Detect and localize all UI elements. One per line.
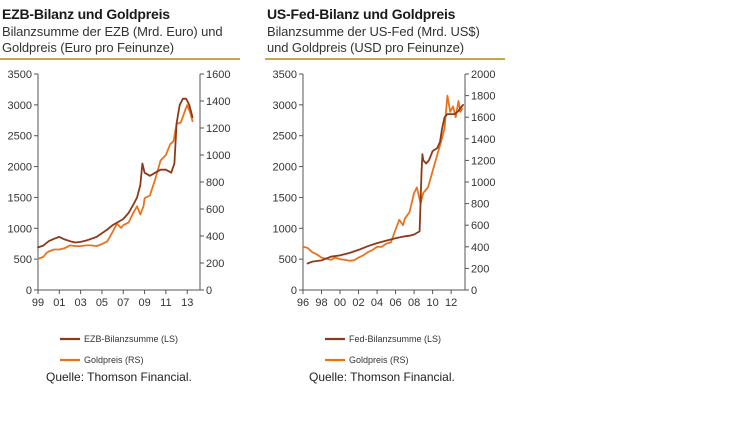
y-left-tick-label: 1000: [8, 223, 32, 235]
y-left-tick-label: 2000: [273, 162, 297, 174]
x-tick-label: 98: [315, 297, 327, 309]
y-left-tick-label: 3500: [273, 69, 297, 81]
y-right-tick-label: 600: [471, 220, 489, 232]
legend-label: Fed-Bilanzsumme (LS): [349, 334, 441, 344]
x-tick-label: 11: [160, 297, 171, 309]
x-tick-label: 99: [32, 297, 44, 309]
title-divider: [265, 58, 505, 60]
y-right-tick-label: 800: [471, 199, 489, 211]
x-tick-label: 09: [138, 297, 150, 309]
y-right-tick-label: 1200: [206, 123, 230, 135]
y-right-tick-label: 400: [471, 242, 489, 254]
y-left-tick-label: 2000: [8, 162, 32, 174]
x-tick-label: 06: [389, 297, 401, 309]
x-tick-label: 03: [75, 297, 87, 309]
legend-label: EZB-Bilanzsumme (LS): [84, 334, 178, 344]
chart-source: Quelle: Thomson Financial.: [309, 370, 455, 384]
y-right-tick-label: 1600: [206, 69, 230, 81]
y-left-tick-label: 0: [291, 285, 297, 297]
y-left-tick-label: 3000: [273, 100, 297, 112]
legend-label: Goldpreis (RS): [349, 355, 409, 365]
y-right-tick-label: 200: [206, 258, 224, 270]
chart-title: US-Fed-Bilanz und Goldpreis: [267, 6, 456, 22]
y-right-tick-label: 1000: [206, 150, 230, 162]
y-left-tick-label: 3500: [8, 69, 32, 81]
x-tick-label: 04: [371, 297, 383, 309]
y-right-tick-label: 1200: [471, 155, 495, 167]
y-left-tick-label: 1500: [8, 192, 32, 204]
chart-subtitle-line2: und Goldpreis (USD pro Feinunze): [267, 40, 464, 55]
x-tick-label: 08: [408, 297, 420, 309]
title-divider: [0, 58, 240, 60]
y-right-tick-label: 1600: [471, 112, 495, 124]
legend-label: Goldpreis (RS): [84, 355, 144, 365]
y-right-tick-label: 400: [206, 231, 224, 243]
y-left-tick-label: 500: [14, 254, 32, 266]
y-left-tick-label: 0: [26, 285, 32, 297]
y-left-tick-label: 1500: [273, 192, 297, 204]
y-left-tick-label: 2500: [273, 131, 297, 143]
x-tick-label: 01: [53, 297, 65, 309]
series-line-balance: [306, 104, 465, 265]
y-right-tick-label: 0: [471, 285, 477, 297]
chart-subtitle-line1: Bilanzsumme der EZB (Mrd. Euro) und: [2, 24, 223, 39]
x-tick-label: 10: [426, 297, 438, 309]
y-right-tick-label: 1400: [471, 134, 495, 146]
x-tick-label: 00: [334, 297, 346, 309]
x-tick-label: 02: [352, 297, 364, 309]
y-left-tick-label: 2500: [8, 131, 32, 143]
y-right-tick-label: 800: [206, 177, 224, 189]
chart-subtitle-line1: Bilanzsumme der US-Fed (Mrd. US$): [267, 24, 480, 39]
x-tick-label: 12: [445, 297, 457, 309]
y-left-tick-label: 3000: [8, 100, 32, 112]
y-right-tick-label: 0: [206, 285, 212, 297]
chart-panel-ezb: EZB-Bilanz und Goldpreis Bilanzsumme der…: [0, 0, 240, 400]
y-right-tick-label: 2000: [471, 69, 495, 81]
ezb-chart-plot: 0 500 1000 1500 2000 2500 3000 3500 0 200 400 600 80…: [8, 69, 231, 365]
x-tick-label: 07: [117, 297, 129, 309]
series-line-gold: [37, 104, 194, 260]
series-line-balance: [37, 97, 194, 249]
y-right-tick-label: 1400: [206, 96, 230, 108]
chart-source: Quelle: Thomson Financial.: [46, 370, 192, 384]
y-right-tick-label: 1000: [471, 177, 495, 189]
x-tick-label: 05: [96, 297, 108, 309]
x-tick-label: 96: [297, 297, 309, 309]
series-line-gold: [302, 94, 464, 262]
chart-panel-fed: US-Fed-Bilanz und Goldpreis Bilanzsumme …: [265, 0, 505, 400]
y-right-tick-label: 600: [206, 204, 224, 216]
chart-title: EZB-Bilanz und Goldpreis: [2, 6, 170, 22]
x-tick-label: 13: [181, 297, 193, 309]
y-right-tick-label: 1800: [471, 91, 495, 103]
y-right-tick-label: 200: [471, 263, 489, 275]
y-left-tick-label: 1000: [273, 223, 297, 235]
chart-subtitle-line2: Goldpreis (Euro pro Feinunze): [2, 40, 174, 55]
fed-chart-plot: 0500100015002000250030003500020040060080…: [273, 69, 496, 365]
y-left-tick-label: 500: [279, 254, 297, 266]
